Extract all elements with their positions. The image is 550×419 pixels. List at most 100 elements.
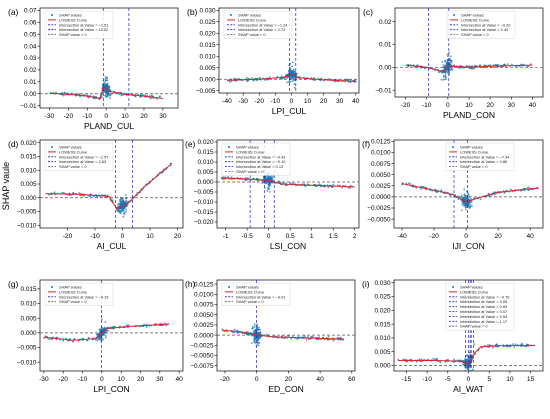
y-tick-label: 0.0100 [371, 150, 391, 157]
x-tick-label: -30 [45, 113, 55, 120]
shap-point [265, 333, 268, 336]
shap-point [221, 328, 224, 330]
shap-point [509, 188, 512, 191]
x-tick-label: 0 [467, 376, 471, 383]
legend-entry: SHAP value = 0 [238, 32, 266, 37]
legend-entry: Intersection at Value = −7.54 [460, 154, 510, 159]
shap-point [469, 371, 471, 373]
legend-entry: SHAP value = 0 [59, 32, 87, 37]
shap-point [503, 192, 506, 194]
legend-marker-points [228, 146, 230, 148]
x-tick-label: -20 [429, 233, 439, 240]
shap-point [252, 79, 255, 82]
shap-point [107, 87, 109, 90]
legend-entry: Intersection at Value = 0.88 [460, 159, 507, 164]
shap-point [305, 338, 308, 341]
chart-panel-d: (d) -20 -10 0 10 20 −0.010 −0.005 0.000 0.005 0.01… [8, 139, 184, 251]
y-tick-label: 0.010 [375, 335, 391, 342]
shap-point [442, 78, 445, 81]
shap-point [451, 67, 453, 70]
y-tick-label: −0.0050 [367, 216, 391, 223]
shap-point [125, 210, 127, 213]
shap-point [471, 368, 474, 371]
shap-point [464, 206, 467, 209]
shap-point [265, 181, 268, 183]
y-tick-label: 0.000 [375, 363, 391, 370]
legend-entry: Intersection at Value = 0.65 [460, 304, 507, 309]
shap-point [487, 344, 489, 346]
shap-point [118, 209, 120, 212]
shap-point [78, 192, 81, 194]
y-tick-label: 0.0075 [371, 161, 391, 168]
shap-point [466, 354, 468, 356]
legend-entry: LOWESS Curve [59, 17, 87, 22]
panel-letter: (f) [362, 139, 370, 149]
y-tick-label: 0.000 [21, 195, 37, 202]
y-tick-label: 0.005 [21, 315, 37, 322]
x-tick-label: 20 [285, 376, 293, 383]
shap-point [291, 65, 293, 68]
shap-point [303, 335, 306, 337]
y-tick-label: 0.015 [21, 154, 37, 161]
shap-point [276, 75, 279, 78]
x-tick-label: 1 [310, 233, 314, 240]
legend-entry: LOWESS Curve [59, 149, 87, 154]
x-tick-label: 30 [159, 113, 167, 120]
chart-panel-b: (b) -40 -30 -20 -10 0 10 20 30 40 −0.005 0.000 0.005… [187, 7, 360, 116]
shap-point [449, 55, 452, 58]
x-tick-label: -15 [402, 376, 412, 383]
legend-entry: Intersection at Value = 0.44 [461, 27, 509, 32]
shap-point [117, 203, 119, 206]
shap-point [62, 94, 65, 97]
shap-point [444, 73, 447, 75]
shap-point [467, 197, 469, 200]
x-axis-label: PLAND_CON [443, 110, 495, 120]
x-tick-label: -20 [254, 98, 264, 105]
legend-box [446, 10, 516, 39]
shap-point [318, 336, 320, 339]
y-tick-label: 0.030 [375, 280, 391, 287]
legend-entry: SHAP values [238, 13, 261, 18]
y-tick-label: 0.000 [198, 179, 214, 186]
y-tick-label: 0.020 [200, 30, 216, 37]
shap-point [251, 77, 253, 79]
shap-point [256, 339, 259, 342]
x-tick-label: 20 [494, 233, 502, 240]
shap-point [444, 76, 447, 79]
shap-point [104, 84, 107, 87]
x-tick-label: -10 [271, 98, 281, 105]
shap-point [332, 183, 335, 186]
shap-point [327, 186, 330, 189]
shap-point [437, 71, 440, 73]
shap-point [267, 186, 270, 189]
x-tick-label: 20 [137, 376, 145, 383]
x-tick-label: 0 [446, 102, 450, 109]
shap-point [293, 86, 296, 89]
shap-point [347, 186, 350, 189]
shap-point [267, 183, 270, 186]
shap-point [104, 75, 107, 78]
lowess-curve [49, 85, 163, 100]
shap-point [256, 343, 259, 345]
x-tick-label: 20 [320, 98, 328, 105]
x-tick-label: 10 [304, 98, 312, 105]
x-tick-label: -40 [397, 233, 407, 240]
x-tick-label: 40 [352, 98, 360, 105]
shap-point [268, 76, 271, 79]
x-tick-label: 20 [174, 233, 182, 240]
shap-point [296, 338, 299, 340]
shap-point [104, 334, 107, 337]
y-tick-label: 0.0125 [194, 281, 214, 288]
legend-marker-points [230, 14, 232, 16]
lowess-curve [398, 345, 535, 365]
shap-point [246, 76, 248, 79]
shap-point [473, 343, 476, 345]
legend-entry: Intersection at Value = 12.02 [59, 27, 108, 32]
shap-point [493, 66, 495, 68]
shap-point [483, 64, 486, 67]
panel-letter: (a) [8, 7, 19, 17]
shap-point [320, 338, 322, 341]
shap-point [123, 202, 126, 205]
shap-point [489, 64, 492, 66]
